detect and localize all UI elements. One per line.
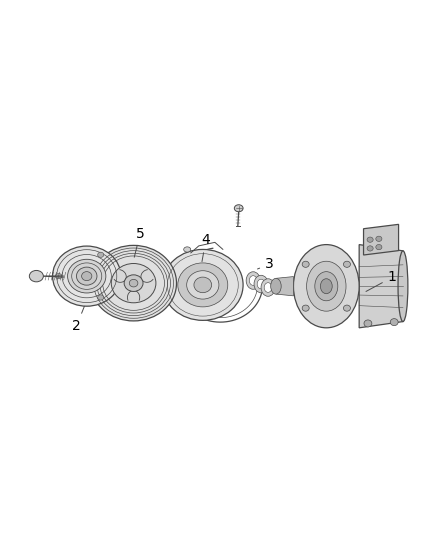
Ellipse shape (261, 279, 275, 296)
Ellipse shape (343, 305, 350, 311)
Ellipse shape (53, 246, 121, 306)
Ellipse shape (264, 282, 272, 292)
Text: 5: 5 (134, 227, 145, 257)
Ellipse shape (77, 267, 97, 285)
Ellipse shape (257, 279, 265, 289)
Ellipse shape (29, 270, 43, 282)
Text: 2: 2 (72, 306, 85, 333)
Polygon shape (276, 277, 293, 296)
Ellipse shape (271, 278, 281, 294)
Ellipse shape (302, 305, 309, 311)
Ellipse shape (343, 261, 350, 268)
Ellipse shape (302, 261, 309, 268)
Ellipse shape (184, 247, 191, 252)
Ellipse shape (367, 237, 373, 243)
Ellipse shape (307, 261, 346, 311)
Text: 4: 4 (201, 233, 210, 262)
Text: 1: 1 (366, 270, 396, 292)
Ellipse shape (162, 249, 243, 320)
Ellipse shape (315, 272, 338, 301)
Ellipse shape (320, 279, 332, 294)
Ellipse shape (234, 205, 243, 212)
Ellipse shape (376, 236, 382, 241)
Ellipse shape (246, 272, 260, 289)
Ellipse shape (398, 251, 408, 321)
Polygon shape (364, 224, 399, 255)
Ellipse shape (364, 320, 372, 327)
Ellipse shape (67, 259, 106, 293)
Ellipse shape (178, 263, 228, 307)
Ellipse shape (390, 319, 398, 326)
Ellipse shape (98, 252, 104, 257)
Ellipse shape (376, 245, 382, 250)
Ellipse shape (249, 276, 257, 285)
Ellipse shape (111, 263, 156, 303)
Ellipse shape (124, 275, 143, 292)
Ellipse shape (129, 279, 138, 287)
Ellipse shape (187, 271, 219, 299)
Ellipse shape (194, 277, 212, 293)
Ellipse shape (98, 295, 104, 300)
Ellipse shape (254, 275, 268, 293)
Ellipse shape (56, 273, 62, 279)
Ellipse shape (367, 246, 373, 251)
Text: 3: 3 (258, 257, 274, 271)
Ellipse shape (91, 245, 177, 321)
Ellipse shape (293, 245, 359, 328)
Ellipse shape (81, 272, 92, 281)
Polygon shape (359, 245, 403, 328)
